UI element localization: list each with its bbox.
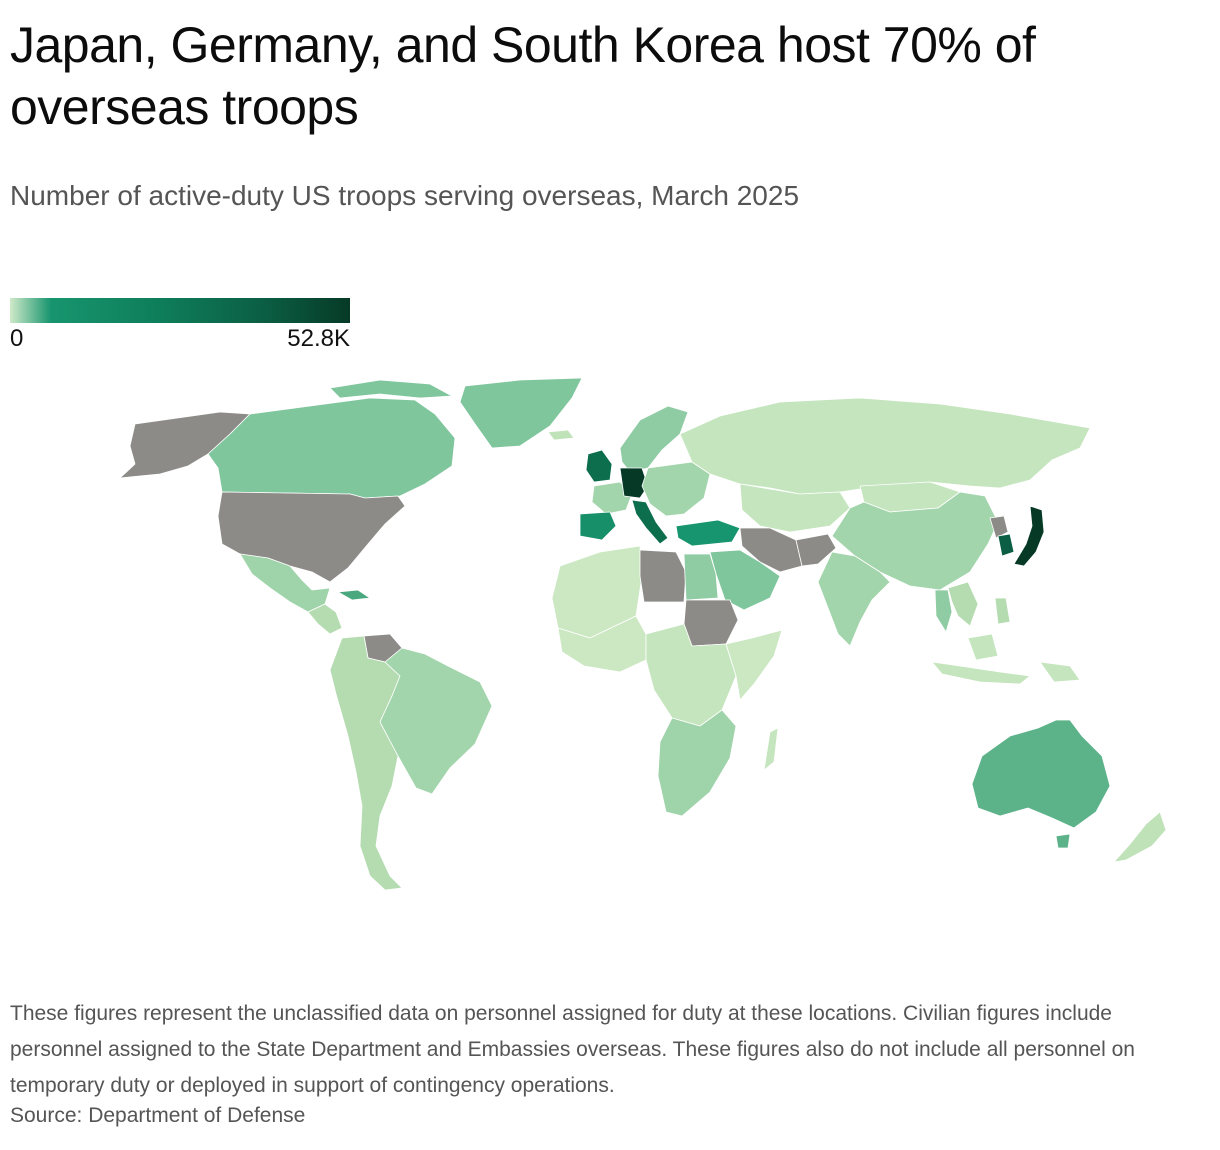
region-australia: [971, 719, 1111, 829]
region-france: [591, 481, 633, 515]
region-russia: [679, 397, 1091, 495]
region-japan: [1013, 505, 1045, 567]
region-germany: [619, 467, 649, 499]
region-libya: [639, 549, 687, 603]
region-eastern-europe: [641, 461, 711, 517]
region-mexico: [239, 553, 331, 613]
region-iran: [739, 527, 803, 573]
region-brazil: [379, 647, 493, 795]
region-canada: [207, 397, 456, 499]
region-spain: [579, 511, 617, 541]
source-credit: Source: Department of Defense: [10, 1104, 306, 1127]
region-canada-islands: [329, 379, 453, 399]
region-philippines: [994, 597, 1011, 625]
region-borneo: [967, 633, 999, 661]
region-east-africa: [725, 629, 783, 701]
chart-subtitle: Number of active-duty US troops serving …: [10, 180, 800, 211]
region-saudi-arabia: [709, 549, 781, 611]
region-indonesia: [931, 661, 1031, 685]
region-sudan: [683, 599, 739, 647]
chart-title: Japan, Germany, and South Korea host 70%…: [10, 17, 1036, 135]
region-southeast-asia: [947, 581, 979, 627]
region-south-america: [329, 635, 403, 891]
region-south-korea: [997, 533, 1015, 557]
region-central-america: [307, 603, 343, 635]
region-tasmania: [1055, 833, 1071, 849]
world-choropleth-map: [119, 377, 1167, 891]
region-north-korea: [989, 515, 1009, 539]
region-iceland: [547, 429, 575, 441]
region-egypt: [683, 553, 719, 601]
legend-max-label: 52.8K: [287, 325, 350, 352]
region-turkey: [675, 519, 741, 547]
legend-min-label: 0: [10, 325, 24, 352]
region-afghanistan: [795, 533, 837, 567]
region-southern-africa: [657, 709, 737, 817]
color-legend: 0 52.8K: [10, 298, 350, 353]
region-new-zealand: [1113, 811, 1167, 863]
region-uk: [585, 449, 613, 483]
region-greenland: [459, 377, 583, 449]
region-alaska: [119, 411, 251, 479]
region-italy: [631, 499, 669, 545]
region-usa: [217, 491, 406, 583]
legend-gradient-bar: [10, 298, 350, 323]
region-cuba: [337, 589, 371, 601]
region-thailand: [934, 589, 953, 633]
region-central-asia: [739, 483, 851, 533]
region-madagascar: [763, 727, 779, 771]
footnote: These figures represent the unclassified…: [10, 1002, 1135, 1097]
region-scandinavia: [619, 405, 689, 473]
region-png: [1039, 661, 1081, 683]
region-india: [817, 551, 891, 647]
